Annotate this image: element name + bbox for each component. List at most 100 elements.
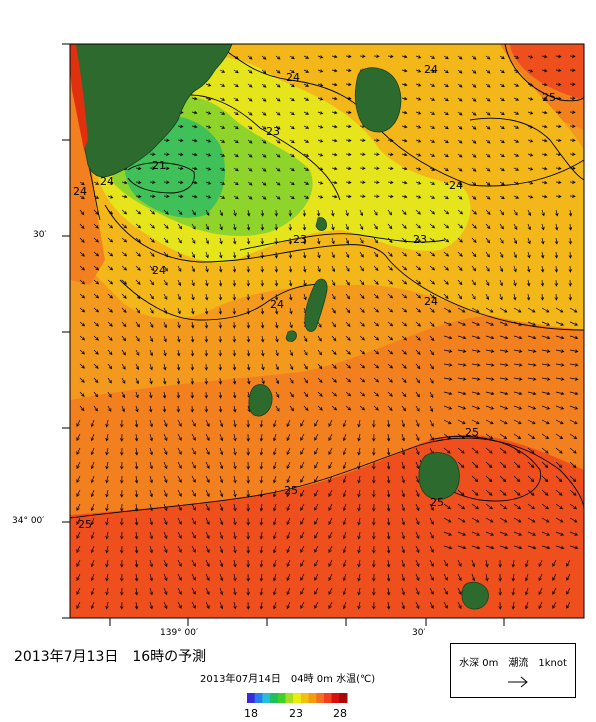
- current-arrow: [499, 167, 505, 172]
- current-arrow: [286, 587, 291, 596]
- current-arrow: [554, 251, 559, 259]
- current-arrow: [317, 153, 324, 157]
- current-arrow: [527, 97, 534, 101]
- current-arrow: [107, 251, 114, 257]
- current-arrow: [443, 237, 450, 243]
- current-arrow: [513, 293, 517, 301]
- current-arrow: [121, 194, 128, 199]
- current-arrow: [499, 461, 507, 469]
- current-arrow: [429, 559, 434, 567]
- current-arrow: [90, 545, 95, 554]
- current-arrow: [342, 447, 347, 456]
- current-arrow: [443, 447, 451, 454]
- current-arrow: [471, 97, 477, 102]
- current-arrow: [190, 377, 195, 385]
- current-arrow: [499, 251, 504, 258]
- current-arrow: [429, 545, 434, 553]
- current-arrow: [289, 167, 295, 172]
- current-arrow: [359, 194, 366, 198]
- current-arrow: [149, 447, 153, 456]
- current-arrow: [569, 307, 578, 313]
- current-arrow: [541, 321, 551, 326]
- current-arrow: [485, 391, 495, 396]
- current-arrow: [289, 349, 294, 357]
- current-arrow: [261, 69, 267, 74]
- current-arrow: [499, 69, 505, 74]
- current-arrow: [387, 307, 394, 313]
- current-arrow: [259, 461, 264, 470]
- current-arrow: [261, 377, 265, 385]
- lat-label-34-00: 34° 00′: [12, 516, 45, 526]
- current-arrow: [121, 377, 126, 384]
- current-arrow: [569, 180, 576, 184]
- current-arrow: [303, 69, 310, 73]
- current-arrow: [471, 83, 477, 88]
- current-arrow: [415, 531, 420, 540]
- current-arrow: [498, 559, 502, 568]
- current-arrow: [273, 419, 277, 428]
- current-arrow: [328, 461, 333, 469]
- current-arrow: [499, 195, 505, 200]
- current-arrow: [134, 517, 139, 526]
- current-arrow: [457, 377, 467, 381]
- current-arrow: [372, 475, 376, 484]
- current-arrow: [569, 82, 576, 86]
- current-arrow: [372, 433, 376, 442]
- current-arrow: [246, 503, 250, 512]
- current-arrow: [274, 251, 279, 259]
- current-arrow: [485, 111, 491, 116]
- current-arrow: [233, 503, 237, 512]
- current-arrow: [331, 124, 338, 129]
- current-arrow: [135, 293, 141, 300]
- current-arrow: [204, 363, 208, 371]
- current-arrow: [357, 503, 361, 512]
- current-arrow: [471, 139, 477, 144]
- current-arrow: [163, 503, 168, 512]
- current-arrow: [105, 503, 109, 512]
- current-arrow: [511, 601, 516, 610]
- current-arrow: [457, 55, 463, 60]
- current-arrow: [163, 209, 169, 215]
- current-arrow: [401, 433, 405, 442]
- current-arrow: [247, 153, 253, 158]
- current-arrow: [233, 461, 237, 470]
- current-arrow: [569, 405, 579, 410]
- current-arrow: [273, 489, 277, 498]
- current-arrow: [90, 419, 95, 428]
- current-arrow: [317, 83, 324, 87]
- current-arrow: [317, 335, 322, 342]
- current-arrow: [485, 545, 495, 550]
- current-arrow: [387, 335, 394, 341]
- current-arrow: [149, 489, 153, 498]
- current-arrow: [429, 265, 436, 271]
- current-arrow: [135, 166, 142, 171]
- current-arrow: [555, 419, 564, 425]
- current-arrow: [569, 531, 579, 536]
- current-arrow: [190, 321, 195, 329]
- current-arrow: [135, 363, 140, 371]
- current-arrow: [373, 363, 380, 369]
- current-arrow: [302, 223, 307, 231]
- current-arrow: [499, 307, 508, 313]
- current-arrow: [541, 68, 548, 73]
- current-arrow: [357, 433, 361, 442]
- current-arrow: [373, 405, 379, 411]
- current-arrow: [386, 587, 391, 596]
- current-arrow: [359, 363, 366, 369]
- current-arrow: [233, 433, 237, 442]
- current-arrow: [90, 475, 95, 484]
- current-arrow: [134, 559, 139, 568]
- current-arrow: [513, 125, 520, 129]
- current-arrow: [359, 405, 366, 411]
- current-arrow: [415, 167, 422, 171]
- current-arrow: [359, 166, 366, 170]
- current-arrow: [538, 559, 543, 568]
- current-arrow: [233, 223, 237, 231]
- current-arrow: [303, 377, 309, 384]
- current-arrow: [485, 167, 491, 172]
- current-arrow: [569, 124, 576, 128]
- current-arrow: [163, 489, 168, 498]
- current-arrow: [274, 237, 278, 245]
- current-arrow: [177, 587, 182, 595]
- current-arrow: [317, 111, 324, 115]
